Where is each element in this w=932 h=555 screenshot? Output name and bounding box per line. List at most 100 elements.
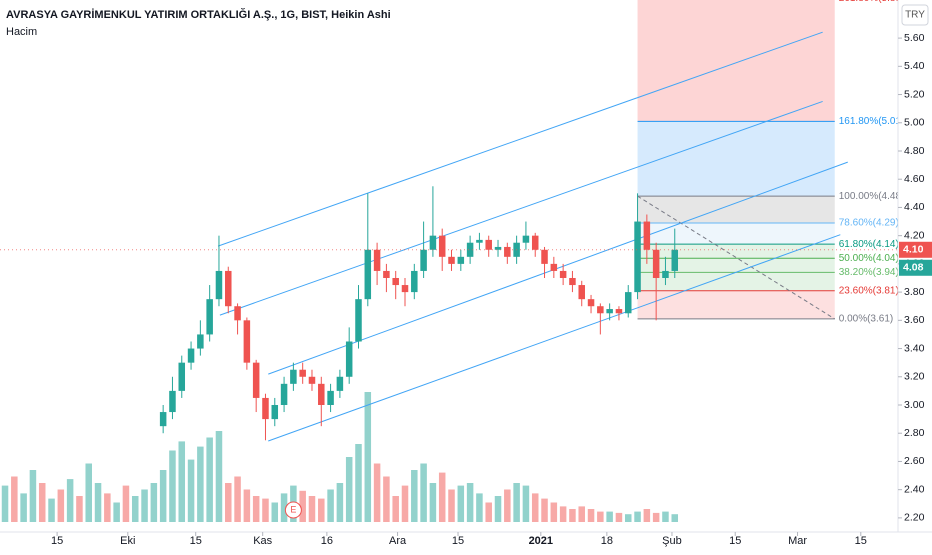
volume-bar bbox=[550, 502, 558, 522]
volume-bar bbox=[280, 493, 288, 522]
x-tick-label: 15 bbox=[190, 535, 202, 547]
volume-bar bbox=[76, 496, 83, 522]
volume-bar bbox=[559, 506, 567, 522]
y-tick-label: 2.60 bbox=[904, 455, 925, 467]
volume-bar bbox=[485, 502, 492, 522]
y-tick-label: 3.80 bbox=[904, 286, 925, 298]
candle-body bbox=[364, 249, 372, 300]
volume-bar bbox=[206, 437, 213, 522]
fib-label: 261.80%(5.88) bbox=[839, 0, 905, 4]
volume-bar bbox=[262, 498, 269, 522]
volume-bar bbox=[85, 463, 92, 522]
volume-bar bbox=[327, 489, 334, 522]
fib-zone bbox=[637, 196, 835, 223]
volume-bar bbox=[94, 483, 102, 522]
channel-line bbox=[268, 234, 841, 442]
volume-bar bbox=[522, 485, 530, 522]
volume-bar bbox=[597, 511, 604, 522]
volume-bar bbox=[401, 485, 409, 522]
volume-bar bbox=[606, 511, 613, 522]
volume-bar bbox=[411, 470, 418, 522]
volume-bar bbox=[364, 392, 372, 522]
channel-line bbox=[219, 100, 823, 316]
volume-bar bbox=[345, 457, 353, 522]
y-tick-label: 3.00 bbox=[904, 399, 925, 411]
volume-bar bbox=[178, 441, 186, 522]
volume-bar bbox=[392, 496, 399, 522]
plot-area: 261.80%(5.88) 161.80%(5.01) 100.00%(4.48) 7… bbox=[0, 0, 905, 522]
volume-bar bbox=[457, 485, 465, 522]
x-tick-label: 15 bbox=[729, 535, 741, 547]
x-tick-label: Mar bbox=[788, 535, 807, 547]
candle-body bbox=[494, 246, 502, 250]
candle-body bbox=[234, 306, 241, 321]
y-tick-label: 4.40 bbox=[904, 201, 925, 213]
candle-body bbox=[466, 242, 474, 257]
volume-bar bbox=[420, 463, 427, 522]
price-tag-label: 4.10 bbox=[903, 244, 924, 256]
volume-bar bbox=[20, 493, 27, 522]
candle-body bbox=[197, 334, 204, 349]
fib-label: 100.00%(4.48) bbox=[839, 191, 905, 202]
volume-bar bbox=[373, 463, 381, 522]
candle-body bbox=[215, 270, 223, 300]
candle-body bbox=[420, 249, 427, 271]
y-tick-label: 4.20 bbox=[904, 229, 925, 241]
volume-bar bbox=[531, 493, 539, 522]
x-tick-label: Şub bbox=[662, 535, 682, 547]
y-tick-label: 5.60 bbox=[904, 32, 925, 44]
candle-body bbox=[448, 256, 455, 264]
fib-trend bbox=[637, 195, 836, 320]
volume-bar bbox=[587, 509, 595, 522]
y-tick-label: 3.40 bbox=[904, 342, 925, 354]
candle-body bbox=[578, 285, 585, 300]
x-tick-label: 18 bbox=[601, 535, 613, 547]
volume-bar bbox=[652, 512, 660, 522]
volume-bar bbox=[122, 485, 130, 522]
axes: 2.202.402.602.803.003.203.403.603.804.00… bbox=[51, 32, 932, 547]
candle-body bbox=[206, 299, 213, 335]
candle-body bbox=[355, 299, 362, 342]
y-tick-label: 3.20 bbox=[904, 371, 925, 383]
volume-bar bbox=[150, 483, 158, 522]
volume-bar bbox=[11, 476, 18, 522]
candle-body bbox=[336, 376, 344, 391]
volume-bar bbox=[383, 476, 390, 522]
candle-body bbox=[615, 309, 623, 314]
fib-zone bbox=[637, 222, 835, 245]
volume-bar bbox=[624, 514, 632, 522]
fib-zone bbox=[637, 121, 835, 197]
chart-title: AVRASYA GAYRİMENKUL YATIRIM ORTAKLIĞI A.… bbox=[6, 8, 391, 21]
fib-label: 78.60%(4.29) bbox=[839, 218, 899, 229]
volume-bar bbox=[225, 483, 232, 522]
volume-bar bbox=[429, 483, 437, 522]
price-tag-label: 4.08 bbox=[903, 262, 924, 274]
volume-bar bbox=[671, 514, 679, 522]
x-tick-label: 15 bbox=[51, 535, 63, 547]
candle-body bbox=[569, 277, 576, 286]
fib-label: 0.00%(3.61) bbox=[839, 314, 893, 325]
volume-label: Hacim bbox=[6, 26, 37, 38]
currency-button[interactable] bbox=[901, 4, 929, 26]
y-tick-label: 4.80 bbox=[904, 145, 925, 157]
candle-body bbox=[169, 390, 176, 413]
candle-body bbox=[178, 362, 186, 391]
candle-body bbox=[345, 341, 353, 377]
y-tick-label: 5.00 bbox=[904, 117, 925, 129]
volume-bar bbox=[438, 472, 446, 522]
candle-body bbox=[634, 221, 641, 293]
volume-bar bbox=[643, 509, 651, 522]
candle-body bbox=[383, 270, 390, 278]
y-tick-label: 5.40 bbox=[904, 60, 925, 72]
volume-bar bbox=[355, 444, 362, 522]
y-tick-label: 4.60 bbox=[904, 173, 925, 185]
volume-bar bbox=[578, 506, 585, 522]
volume-bar bbox=[141, 489, 148, 522]
volume-bar bbox=[131, 496, 139, 522]
candle-body bbox=[671, 249, 679, 271]
fib-zone bbox=[637, 244, 835, 291]
candle-body bbox=[597, 306, 604, 314]
candle-body bbox=[252, 362, 260, 398]
x-tick-label: 2021 bbox=[529, 535, 553, 547]
